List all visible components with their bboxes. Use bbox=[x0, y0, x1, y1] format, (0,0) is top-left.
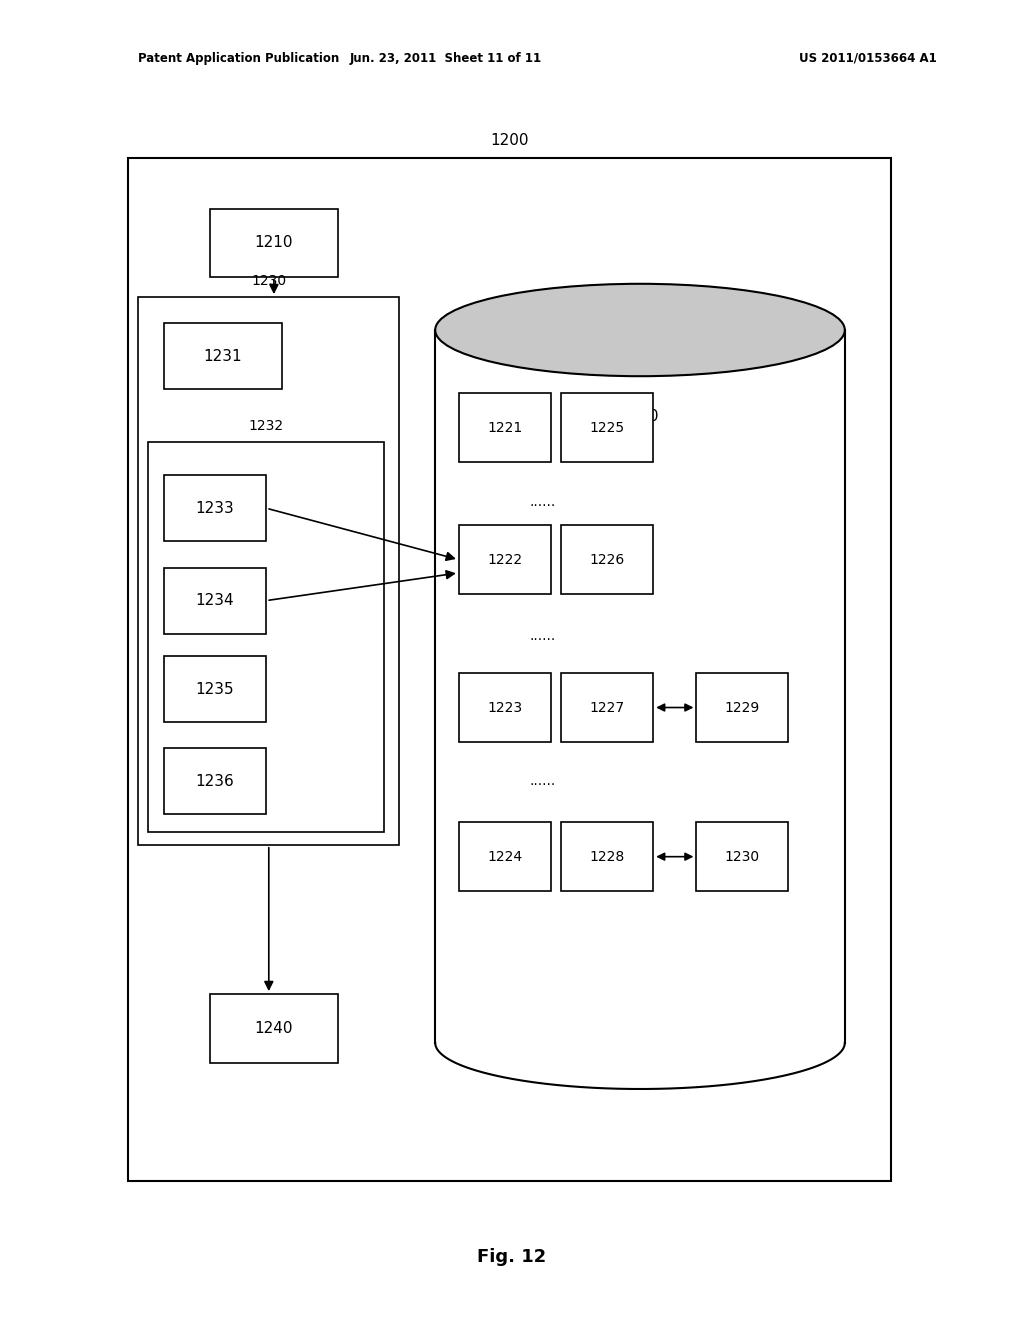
Bar bbox=[561, 822, 653, 891]
Text: 1240: 1240 bbox=[255, 1020, 293, 1036]
Text: 1236: 1236 bbox=[196, 774, 234, 789]
Text: 1225: 1225 bbox=[590, 421, 625, 434]
Text: 1223: 1223 bbox=[487, 701, 522, 714]
Text: 1221: 1221 bbox=[487, 421, 522, 434]
Ellipse shape bbox=[435, 284, 845, 376]
Bar bbox=[459, 673, 551, 742]
Text: 1234: 1234 bbox=[196, 593, 234, 609]
Text: ......: ...... bbox=[529, 630, 556, 643]
Bar bbox=[148, 442, 384, 832]
Text: 1230: 1230 bbox=[725, 850, 760, 863]
Text: US 2011/0153664 A1: US 2011/0153664 A1 bbox=[799, 51, 937, 65]
Bar bbox=[459, 393, 551, 462]
Polygon shape bbox=[435, 1043, 845, 1089]
Bar bbox=[561, 673, 653, 742]
Bar bbox=[561, 525, 653, 594]
Bar bbox=[210, 994, 338, 1063]
Text: 1231: 1231 bbox=[204, 348, 242, 364]
Bar bbox=[696, 822, 788, 891]
Text: 1229: 1229 bbox=[725, 701, 760, 714]
Bar bbox=[164, 656, 266, 722]
Bar bbox=[435, 330, 845, 1043]
Text: 1228: 1228 bbox=[590, 850, 625, 863]
Text: ......: ...... bbox=[529, 775, 556, 788]
Bar bbox=[128, 158, 891, 1181]
Bar bbox=[164, 475, 266, 541]
Text: Fig. 12: Fig. 12 bbox=[477, 1247, 547, 1266]
Bar bbox=[138, 297, 399, 845]
Text: 1232: 1232 bbox=[249, 418, 284, 433]
Bar bbox=[210, 209, 338, 277]
Bar bbox=[164, 568, 266, 634]
Text: 1200: 1200 bbox=[490, 133, 528, 148]
Bar bbox=[696, 673, 788, 742]
Text: 1210: 1210 bbox=[255, 235, 293, 251]
Text: ......: ...... bbox=[529, 495, 556, 508]
Bar bbox=[164, 323, 282, 389]
Text: 1227: 1227 bbox=[590, 701, 625, 714]
Text: 1224: 1224 bbox=[487, 850, 522, 863]
Text: 1235: 1235 bbox=[196, 681, 234, 697]
Bar bbox=[561, 393, 653, 462]
Text: 1222: 1222 bbox=[487, 553, 522, 566]
Text: Jun. 23, 2011  Sheet 11 of 11: Jun. 23, 2011 Sheet 11 of 11 bbox=[349, 51, 542, 65]
Text: 1220: 1220 bbox=[621, 409, 659, 424]
Bar bbox=[459, 822, 551, 891]
Bar bbox=[164, 748, 266, 814]
Bar bbox=[459, 525, 551, 594]
Text: 1226: 1226 bbox=[590, 553, 625, 566]
Text: 1233: 1233 bbox=[196, 500, 234, 516]
Text: 1230: 1230 bbox=[251, 273, 287, 288]
Text: Patent Application Publication: Patent Application Publication bbox=[138, 51, 340, 65]
